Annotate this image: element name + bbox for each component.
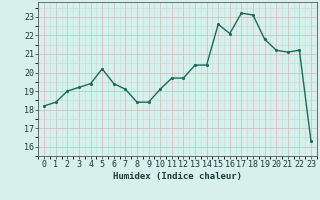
X-axis label: Humidex (Indice chaleur): Humidex (Indice chaleur) (113, 172, 242, 181)
